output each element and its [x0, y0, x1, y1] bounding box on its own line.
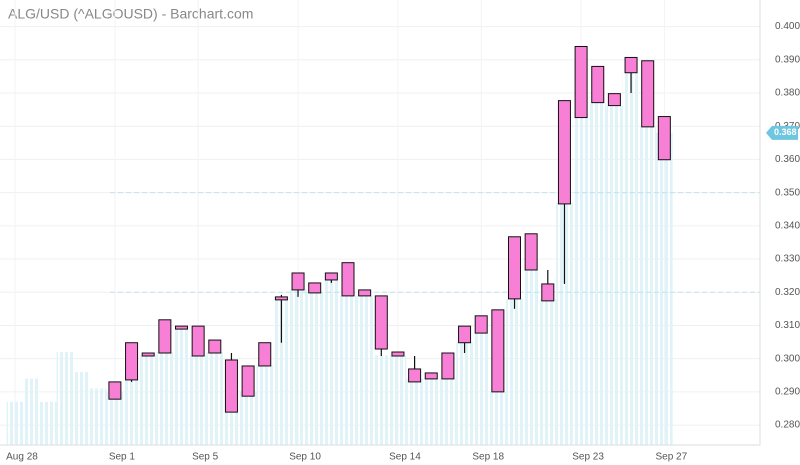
background-bar [639, 126, 657, 445]
chart-title: ALG/USD (^ALGOUSD) - Barchart.com [8, 6, 253, 22]
candle-body [424, 372, 438, 380]
background-bar [106, 391, 124, 445]
background-bar [206, 352, 224, 445]
candle-body [291, 272, 305, 291]
candle-body [607, 93, 621, 107]
candle-body [308, 282, 322, 294]
background-bar [656, 132, 673, 445]
background-bar [339, 295, 357, 445]
background-bar [372, 355, 390, 445]
background-bar [73, 371, 90, 445]
candle-body [391, 351, 405, 357]
candle-body [358, 289, 372, 297]
background-bar [6, 401, 24, 445]
y-tick-label: 0.340 [775, 220, 800, 231]
y-tick-label: 0.380 [775, 88, 800, 99]
background-bar [289, 288, 307, 445]
candle-body [474, 315, 488, 334]
candle-body [508, 236, 521, 300]
y-tick-label: 0.320 [775, 287, 800, 298]
background-bar [273, 298, 290, 445]
candle-body [241, 365, 255, 397]
x-tick-label: Sep 14 [389, 452, 421, 463]
background-bar [406, 378, 423, 445]
background-bar [39, 401, 57, 445]
x-tick-label: Sep 27 [655, 452, 687, 463]
candle-body [641, 60, 655, 128]
last-price-tag [766, 125, 798, 140]
x-tick-label: Sep 10 [289, 452, 321, 463]
last-price-label: 0.368 [774, 127, 797, 137]
background-bar [522, 268, 540, 445]
candle-body [175, 325, 188, 330]
background-bar [606, 106, 623, 446]
x-tick-label: Sep 23 [572, 452, 604, 463]
background-bar [189, 355, 207, 445]
background-bar [539, 298, 557, 445]
candle-body [374, 295, 388, 350]
background-bar [456, 342, 473, 445]
background-bar [156, 352, 174, 445]
candle-body [341, 262, 355, 297]
background-bar [256, 365, 274, 445]
background-bar [239, 391, 257, 445]
background-bar [472, 332, 490, 445]
background-bar [306, 292, 324, 445]
background-bar [356, 295, 373, 445]
candle-body [191, 325, 205, 357]
background-bar [123, 378, 140, 445]
background-bar [572, 116, 590, 445]
background-bar [173, 328, 190, 445]
candle-body [125, 342, 139, 381]
y-tick-label: 0.290 [775, 387, 800, 398]
background-bar [589, 102, 607, 446]
candle-body [458, 325, 472, 344]
background-bar [489, 391, 507, 445]
candle-body [491, 309, 505, 393]
candle-body [224, 359, 238, 413]
background-bar [622, 73, 640, 446]
candle-body [624, 56, 638, 74]
candle-body [574, 45, 588, 119]
candle-body [274, 296, 288, 301]
candle-body [108, 381, 122, 400]
x-tick-label: Sep 5 [192, 452, 219, 463]
candle-body [324, 272, 338, 281]
background-bar [23, 378, 40, 445]
background-bar [139, 355, 157, 445]
candle-body [141, 352, 155, 357]
candle-body [557, 100, 571, 205]
y-tick-label: 0.400 [775, 21, 800, 32]
background-bar [56, 352, 74, 445]
candle-body [408, 368, 422, 383]
x-tick-label: Sep 18 [472, 452, 504, 463]
candle-body [258, 342, 272, 367]
background-bar [506, 298, 523, 445]
y-tick-label: 0.310 [775, 320, 800, 331]
candle-body [524, 233, 538, 271]
candle-body [158, 319, 172, 354]
y-tick-label: 0.350 [775, 187, 800, 198]
y-tick-label: 0.390 [775, 54, 800, 65]
background-bar [439, 378, 457, 445]
y-tick-label: 0.300 [775, 353, 800, 364]
x-tick-label: Sep 1 [109, 452, 136, 463]
candle-body [441, 352, 455, 380]
y-tick-label: 0.330 [775, 254, 800, 265]
background-bar [556, 202, 573, 445]
candle-body [208, 339, 222, 354]
background-bar [323, 278, 340, 445]
candle-body [591, 65, 605, 104]
y-tick-label: 0.360 [775, 154, 800, 165]
candle-body [541, 283, 555, 302]
background-bar [389, 355, 407, 445]
background-bar [89, 388, 107, 445]
x-tick-label: Aug 28 [6, 452, 38, 463]
background-bar [422, 378, 440, 445]
candle-body [657, 116, 671, 161]
y-tick-label: 0.280 [775, 420, 800, 431]
